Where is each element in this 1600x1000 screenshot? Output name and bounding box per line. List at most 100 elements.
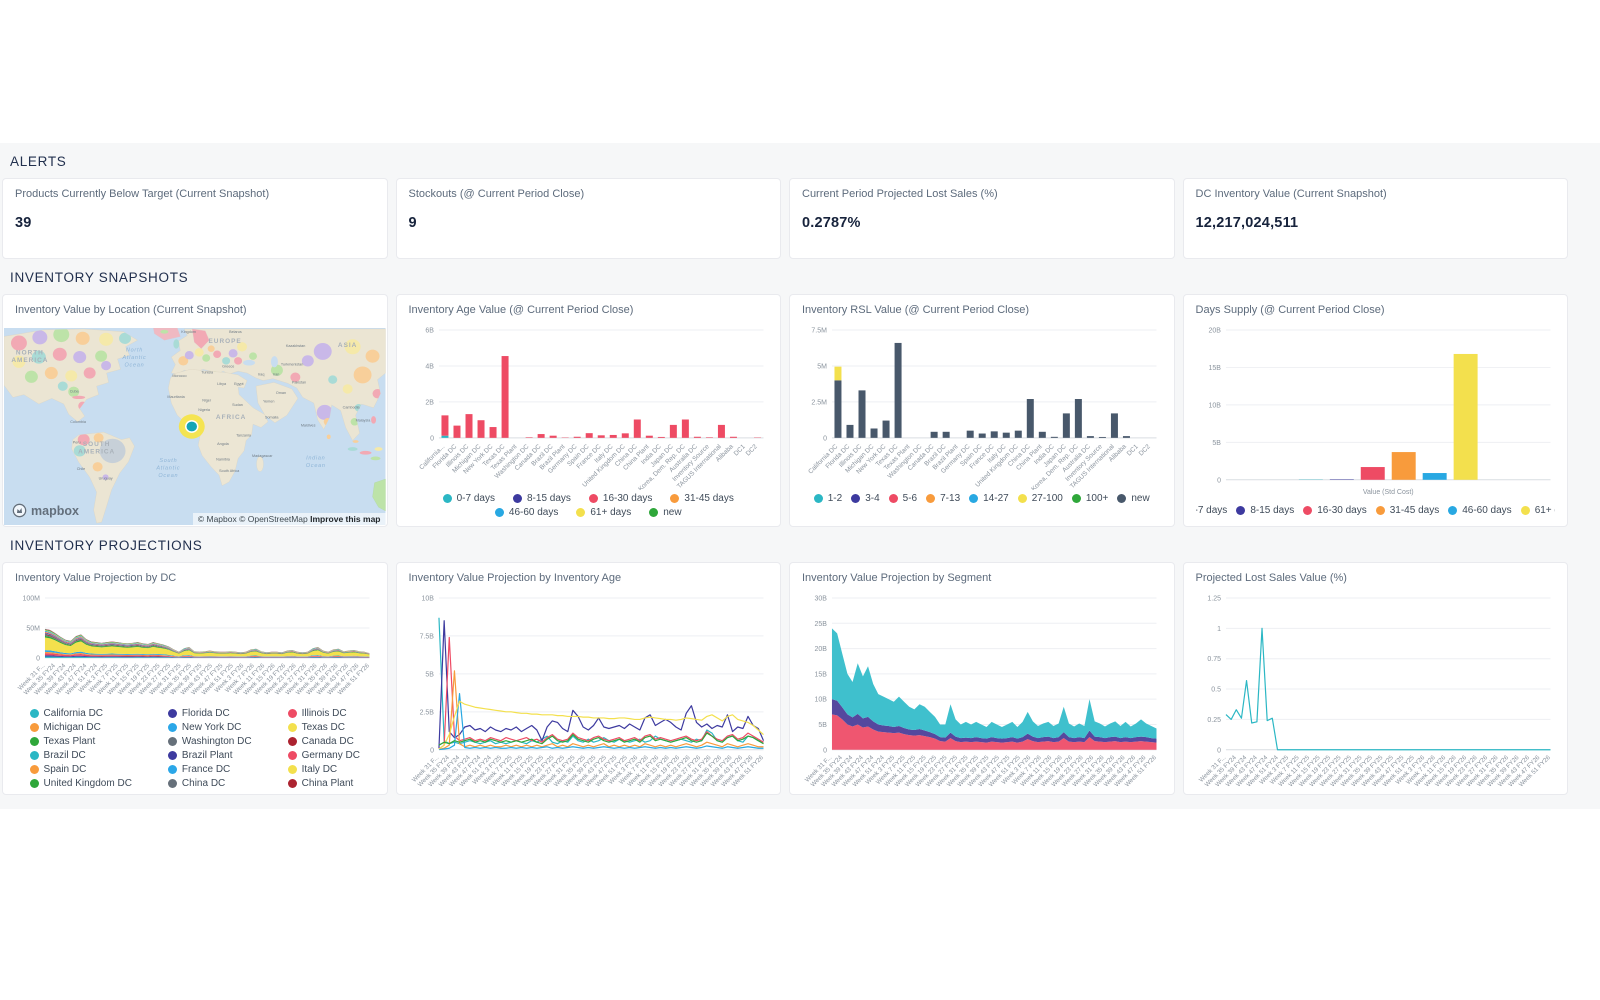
legend-item[interactable]: Germany DC bbox=[287, 750, 360, 761]
legend-item[interactable]: 3-4 bbox=[851, 493, 880, 504]
legend-item[interactable]: China Plant bbox=[287, 778, 360, 789]
improve-map-link[interactable]: Improve this map bbox=[310, 514, 381, 524]
svg-text:DC2: DC2 bbox=[1138, 443, 1152, 457]
section-title-snapshots: INVENTORY SNAPSHOTS bbox=[10, 270, 189, 285]
kpi-value: 0.2787% bbox=[802, 215, 861, 231]
legend-item[interactable]: 61+ days bbox=[1520, 505, 1555, 516]
svg-text:25B: 25B bbox=[815, 621, 828, 628]
legend-item[interactable]: Texas DC bbox=[287, 721, 360, 733]
attribution-text[interactable]: © Mapbox © OpenStreetMap bbox=[197, 514, 308, 524]
chart-card-projection-by-dc: Inventory Value Projection by DC 0 50M 100… bbox=[2, 562, 388, 795]
legend-item[interactable]: Michigan DC bbox=[29, 721, 132, 733]
legend-label: Florida DC bbox=[181, 707, 230, 719]
legend-item[interactable]: 46-60 days bbox=[494, 507, 558, 518]
map-label-country: South Africa bbox=[219, 469, 239, 473]
legend-dot bbox=[926, 493, 936, 503]
legend-label: 1-7 days bbox=[1196, 504, 1228, 516]
map-label-ocean: Ocean bbox=[306, 463, 326, 469]
legend-dot bbox=[29, 736, 39, 746]
map-label-country: Nigeria bbox=[198, 408, 210, 412]
legend-item[interactable]: 1-2 bbox=[813, 493, 842, 504]
kpi-card-stockouts: Stockouts (@ Current Period Close) 9 bbox=[395, 178, 781, 259]
legend-item[interactable]: United Kingdom DC bbox=[29, 778, 132, 789]
legend-item[interactable]: Spain DC bbox=[29, 764, 132, 775]
svg-text:1.25: 1.25 bbox=[1207, 595, 1221, 602]
legend-item[interactable]: 5-6 bbox=[888, 493, 917, 504]
legend-item[interactable]: Brazil DC bbox=[29, 750, 132, 761]
map-label-ocean: North bbox=[126, 348, 143, 354]
north-america-countries bbox=[10, 328, 132, 411]
legend-item[interactable]: 8-15 days bbox=[512, 493, 571, 504]
legend-item[interactable]: Brazil Plant bbox=[167, 750, 252, 761]
map-label-country: Kingdom bbox=[181, 330, 196, 334]
map-label-region: AMERICA bbox=[78, 449, 115, 456]
legend-item[interactable]: 100+ bbox=[1071, 493, 1108, 504]
legend-item[interactable]: Florida DC bbox=[167, 707, 252, 719]
map-label-country: Belarus bbox=[229, 330, 242, 334]
legend-item[interactable]: 46-60 days bbox=[1448, 505, 1512, 516]
kpi-value: 39 bbox=[15, 215, 32, 231]
legend-item[interactable]: Italy DC bbox=[287, 764, 360, 775]
chart-title: Inventory Value Projection by Inventory … bbox=[408, 572, 622, 584]
svg-text:1: 1 bbox=[1217, 626, 1221, 633]
legend-item[interactable]: 31-45 days bbox=[670, 493, 734, 504]
legend-item[interactable]: 7-13 bbox=[926, 493, 960, 504]
map-marker[interactable] bbox=[178, 414, 205, 439]
svg-text:2.5M: 2.5M bbox=[811, 399, 827, 406]
legend-item[interactable]: California DC bbox=[29, 708, 132, 719]
legend-label: Michigan DC bbox=[43, 721, 101, 733]
scandinavia bbox=[192, 328, 210, 349]
legend-item[interactable]: 27-100 bbox=[1017, 493, 1063, 504]
svg-text:10B: 10B bbox=[1208, 402, 1221, 409]
legend-item[interactable]: 0-7 days bbox=[442, 493, 495, 504]
legend-dot bbox=[1117, 493, 1127, 503]
svg-text:4B: 4B bbox=[425, 363, 434, 370]
map-label-country: Turkmenistan bbox=[281, 363, 303, 367]
chart-title: Inventory Value Projection by DC bbox=[15, 572, 177, 584]
legend-item[interactable]: Washington DC bbox=[167, 736, 252, 747]
legend-item[interactable]: new bbox=[649, 507, 682, 518]
black-sea bbox=[243, 359, 256, 366]
legend-item[interactable]: 16-30 days bbox=[1303, 505, 1367, 516]
legend-item[interactable]: 1-7 days bbox=[1196, 505, 1228, 516]
legend-item[interactable]: France DC bbox=[167, 764, 252, 775]
map-label-country: Cambodia bbox=[343, 406, 360, 410]
map-label-ocean: Atlantic bbox=[121, 355, 146, 361]
legend-dot bbox=[287, 722, 297, 732]
legend-dot bbox=[1071, 493, 1081, 503]
map-label-ocean: Atlantic bbox=[155, 466, 180, 472]
map-label-ocean: Ocean bbox=[158, 473, 178, 479]
caspian-sea bbox=[270, 356, 278, 368]
legend-dot bbox=[1236, 505, 1246, 515]
kpi-card-lost-sales: Current Period Projected Lost Sales (%) … bbox=[789, 178, 1175, 259]
map-label-ocean: Indian bbox=[306, 455, 325, 461]
legend-item[interactable]: 14-27 bbox=[969, 493, 1009, 504]
legend-label: Texas DC bbox=[301, 721, 345, 733]
svg-text:0: 0 bbox=[430, 747, 434, 754]
legend-item[interactable]: China DC bbox=[167, 778, 252, 789]
legend-item[interactable]: Illinois DC bbox=[287, 707, 360, 719]
legend-dot bbox=[494, 507, 504, 517]
world-map[interactable]: NORTHAMERICAEUROPEASIAAFRICASOUTHAMERICA… bbox=[4, 328, 386, 525]
legend-item[interactable]: Texas Plant bbox=[29, 736, 132, 747]
legend-label: Illinois DC bbox=[301, 707, 347, 719]
legend-item[interactable]: 31-45 days bbox=[1375, 505, 1439, 516]
legend-item[interactable]: 61+ days bbox=[576, 507, 631, 518]
map-label-country: Somalia bbox=[265, 416, 278, 420]
legend-item[interactable]: Canada DC bbox=[287, 736, 360, 747]
legend-item[interactable]: new bbox=[1117, 493, 1150, 504]
chart-title: Inventory Value by Location (Current Sna… bbox=[15, 304, 247, 316]
legend-dot bbox=[670, 493, 680, 503]
legend-item[interactable]: 8-15 days bbox=[1236, 505, 1294, 516]
days-supply-chart-area: 0 5B 10B 15B 20B Value (Std Cost) 1-7 days 8-15… bbox=[1196, 322, 1556, 516]
arabia bbox=[255, 382, 299, 423]
mapbox-logo[interactable]: mapbox bbox=[12, 503, 79, 518]
section-title-projections: INVENTORY PROJECTIONS bbox=[10, 538, 203, 553]
map-canvas[interactable]: NORTH AMERICA EUROPE ASIA AFRICA SOUTH AMERICA… bbox=[4, 328, 386, 525]
legend-item[interactable]: New York DC bbox=[167, 722, 252, 733]
map-label-country: Chile bbox=[77, 467, 85, 471]
map-label-region: NORTH bbox=[16, 349, 44, 356]
legend-item[interactable]: 16-30 days bbox=[588, 493, 652, 504]
